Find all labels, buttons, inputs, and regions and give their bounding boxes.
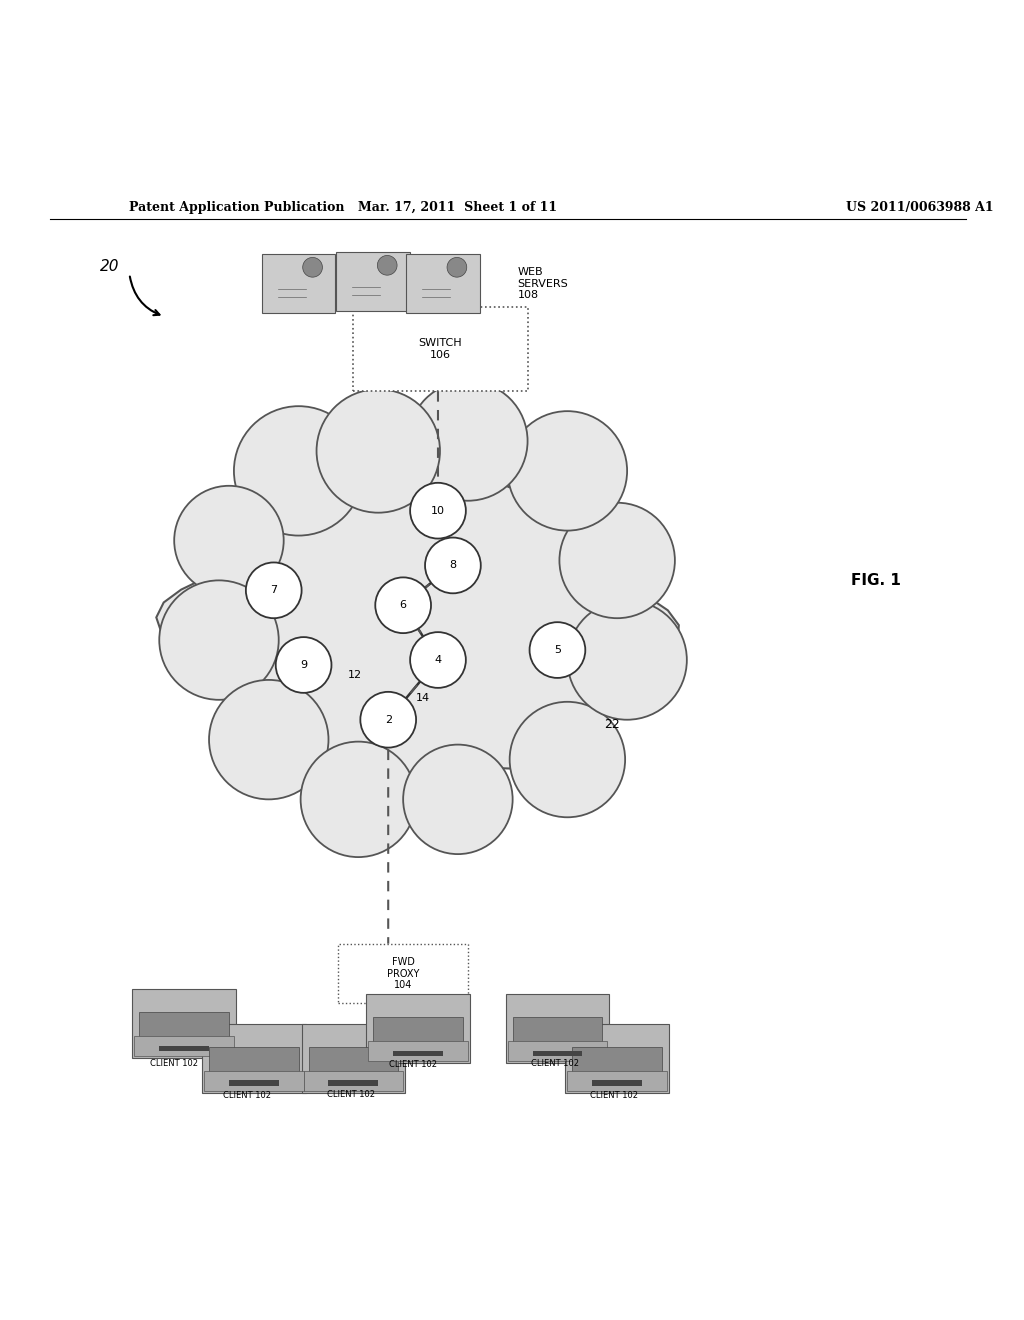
Circle shape — [410, 483, 466, 539]
FancyBboxPatch shape — [204, 1071, 303, 1090]
FancyBboxPatch shape — [337, 252, 410, 312]
Text: US 2011/0063988 A1: US 2011/0063988 A1 — [846, 201, 993, 214]
Text: 20: 20 — [99, 259, 119, 275]
Text: 22: 22 — [604, 718, 621, 731]
Text: 12: 12 — [348, 671, 362, 680]
Circle shape — [508, 411, 627, 531]
Circle shape — [275, 638, 332, 693]
Text: Patent Application Publication: Patent Application Publication — [129, 201, 345, 214]
FancyBboxPatch shape — [567, 1071, 667, 1090]
Circle shape — [360, 692, 416, 747]
FancyBboxPatch shape — [393, 1051, 443, 1056]
Circle shape — [567, 601, 687, 719]
FancyBboxPatch shape — [374, 1016, 463, 1056]
Circle shape — [303, 257, 323, 277]
Circle shape — [409, 381, 527, 500]
Text: 6: 6 — [399, 601, 407, 610]
FancyBboxPatch shape — [508, 1041, 607, 1061]
Circle shape — [410, 632, 466, 688]
FancyBboxPatch shape — [202, 1024, 305, 1093]
Circle shape — [510, 702, 625, 817]
Text: CLIENT 102: CLIENT 102 — [531, 1059, 580, 1068]
Circle shape — [559, 503, 675, 618]
Circle shape — [174, 486, 284, 595]
Circle shape — [160, 581, 279, 700]
FancyBboxPatch shape — [532, 1051, 583, 1056]
FancyBboxPatch shape — [209, 1047, 299, 1085]
FancyBboxPatch shape — [506, 994, 609, 1063]
Polygon shape — [157, 430, 679, 820]
FancyBboxPatch shape — [160, 1045, 209, 1051]
Text: 10: 10 — [431, 506, 445, 516]
Text: CLIENT 102: CLIENT 102 — [223, 1092, 271, 1101]
FancyBboxPatch shape — [262, 255, 336, 313]
Circle shape — [209, 680, 329, 800]
Circle shape — [301, 742, 416, 857]
Text: FWD
PROXY
104: FWD PROXY 104 — [387, 957, 420, 990]
FancyBboxPatch shape — [229, 1080, 279, 1085]
FancyBboxPatch shape — [592, 1080, 642, 1085]
Text: 14: 14 — [416, 693, 430, 702]
Text: Mar. 17, 2011  Sheet 1 of 11: Mar. 17, 2011 Sheet 1 of 11 — [358, 201, 557, 214]
Circle shape — [425, 537, 481, 593]
FancyBboxPatch shape — [302, 1024, 406, 1093]
Text: 8: 8 — [450, 561, 457, 570]
Text: 9: 9 — [300, 660, 307, 671]
FancyBboxPatch shape — [139, 1012, 229, 1051]
Text: FIG. 1: FIG. 1 — [851, 573, 901, 587]
Circle shape — [246, 562, 302, 618]
Circle shape — [375, 577, 431, 634]
Circle shape — [233, 407, 364, 536]
FancyBboxPatch shape — [369, 1041, 468, 1061]
Circle shape — [529, 622, 586, 678]
Circle shape — [447, 257, 467, 277]
Text: CLIENT 102: CLIENT 102 — [328, 1090, 376, 1100]
Ellipse shape — [219, 486, 616, 764]
FancyBboxPatch shape — [513, 1016, 602, 1056]
FancyBboxPatch shape — [132, 989, 236, 1057]
Text: CLIENT 102: CLIENT 102 — [389, 1060, 437, 1069]
FancyBboxPatch shape — [407, 255, 480, 313]
FancyBboxPatch shape — [329, 1080, 378, 1085]
FancyBboxPatch shape — [353, 306, 527, 391]
Text: 2: 2 — [385, 714, 392, 725]
Text: CLIENT 102: CLIENT 102 — [151, 1059, 199, 1068]
FancyBboxPatch shape — [367, 994, 470, 1063]
Text: 4: 4 — [434, 655, 441, 665]
FancyBboxPatch shape — [134, 1036, 233, 1056]
Text: SWITCH
106: SWITCH 106 — [419, 338, 462, 360]
FancyBboxPatch shape — [303, 1071, 403, 1090]
FancyBboxPatch shape — [572, 1047, 662, 1085]
FancyBboxPatch shape — [339, 944, 468, 1003]
Circle shape — [316, 389, 440, 512]
Text: WEB
SERVERS
108: WEB SERVERS 108 — [517, 267, 568, 301]
Circle shape — [403, 744, 513, 854]
Text: 5: 5 — [554, 645, 561, 655]
Text: CLIENT 102: CLIENT 102 — [590, 1092, 638, 1101]
FancyBboxPatch shape — [565, 1024, 669, 1093]
Circle shape — [378, 256, 397, 275]
FancyBboxPatch shape — [308, 1047, 398, 1085]
Text: 7: 7 — [270, 585, 278, 595]
